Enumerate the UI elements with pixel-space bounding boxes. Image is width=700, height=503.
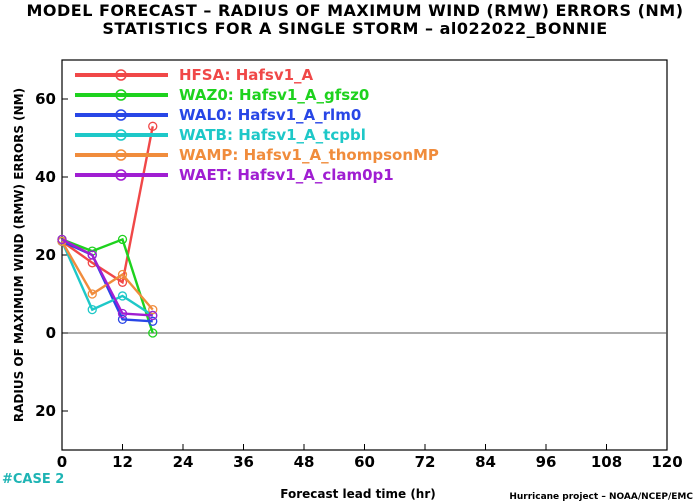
data-point — [148, 121, 158, 131]
case-label: #CASE 2 — [2, 472, 64, 487]
x-tick-label: 12 — [112, 453, 133, 471]
data-point — [117, 314, 128, 325]
series-line — [61, 238, 153, 317]
data-point — [57, 234, 67, 245]
series-line — [60, 240, 154, 317]
x-tick-label: 48 — [294, 453, 315, 471]
data-point — [117, 234, 128, 245]
x-tick-label: 120 — [651, 453, 682, 471]
plot-frame — [61, 59, 668, 451]
y-axis-label: RADIUS OF MAXIMUM WIND (RMW) ERRORS (NM) — [12, 88, 26, 422]
legend-label: WATB: Hafsv1_A_tcpbl — [179, 126, 366, 144]
data-point — [148, 304, 158, 315]
x-axis-ticks: 0 12 24 36 48 60 72 84 96 108 120 — [57, 444, 683, 471]
chart-title: MODEL FORECAST – RADIUS OF MAXIMUM WIND … — [26, 1, 683, 20]
x-tick-label: 108 — [591, 453, 622, 471]
x-tick-label: 36 — [233, 453, 254, 471]
data-point — [117, 308, 128, 319]
data-point — [148, 310, 158, 321]
data-point — [87, 304, 97, 315]
y-axis-ticks: 20 0 20 40 60 — [35, 90, 68, 420]
legend-marker — [115, 109, 127, 121]
legend: HFSA: Hafsv1_A WAZ0: Hafsv1_A_gfsz0 WAL0: … — [75, 66, 439, 184]
credit-label: Hurricane project – NOAA/NCEP/EMC — [509, 492, 693, 502]
data-point — [117, 291, 128, 301]
legend-label: WAET: Hafsv1_A_clam0p1 — [179, 166, 394, 184]
series-line — [61, 240, 153, 323]
data-point — [87, 289, 97, 299]
chart-subtitle: STATISTICS FOR A SINGLE STORM – al022022… — [102, 19, 607, 38]
y-tick-label: 40 — [35, 168, 56, 186]
legend-label: WAZ0: Hafsv1_A_gfsz0 — [179, 86, 369, 104]
data-point — [148, 328, 158, 338]
x-tick-label: 96 — [536, 453, 557, 471]
legend-marker — [115, 69, 127, 81]
x-axis-label: Forecast lead time (hr) — [280, 487, 436, 501]
x-tick-label: 24 — [173, 453, 194, 471]
y-tick-label: 20 — [35, 246, 56, 264]
y-tick-label: 20 — [35, 402, 56, 420]
legend-marker — [115, 89, 127, 101]
data-point — [117, 269, 128, 280]
x-tick-label: 60 — [354, 453, 375, 471]
series-lines — [57, 121, 158, 338]
series-line — [61, 126, 154, 285]
data-point — [87, 250, 97, 260]
legend-marker — [115, 169, 127, 181]
y-tick-label: 60 — [35, 90, 56, 108]
x-tick-label: 84 — [475, 453, 496, 471]
y-tick-label: 0 — [46, 324, 56, 342]
legend-marker — [115, 129, 127, 141]
x-tick-label: 72 — [415, 453, 436, 471]
legend-marker — [115, 149, 127, 161]
legend-label: WAL0: Hafsv1_A_rlm0 — [179, 106, 361, 124]
data-point — [148, 316, 158, 326]
legend-label: HFSA: Hafsv1_A — [179, 66, 314, 84]
legend-label: WAMP: Hafsv1_A_thompsonMP — [179, 146, 439, 164]
x-tick-label: 0 — [57, 453, 67, 471]
series-line — [61, 237, 154, 334]
